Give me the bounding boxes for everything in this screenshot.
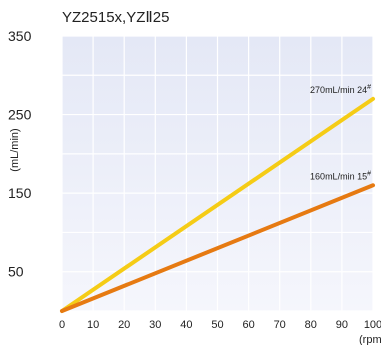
x-tick-label: 60 [242, 319, 254, 331]
y-axis-label: (mL/min) [9, 128, 21, 171]
series-labels: 270mL/min 24# 160mL/min 15# [310, 84, 371, 181]
y-tick-label: 250 [8, 107, 32, 123]
x-tick-label: 0 [59, 319, 65, 331]
x-tick-label: 70 [274, 319, 286, 331]
x-tick-label: 20 [118, 319, 130, 331]
y-tick-labels: 350 250 150 50 [8, 28, 32, 280]
x-tick-labels: 0 10 20 30 40 50 60 70 80 90 100 [59, 319, 381, 331]
y-tick-label: 50 [8, 264, 24, 280]
series-label: 270mL/min 24# [310, 84, 371, 95]
series-layer [60, 96, 375, 313]
x-tick-label: 90 [336, 319, 348, 331]
x-tick-label: 40 [180, 319, 192, 331]
x-tick-label: 100 [364, 319, 381, 331]
chart-title: YZ2515x,YZⅡ25 [62, 9, 169, 26]
x-axis-label: (rpm) [359, 334, 381, 345]
y-tick-label: 350 [8, 28, 32, 44]
x-tick-label: 30 [149, 319, 161, 331]
grid [61, 35, 374, 312]
series-line [60, 183, 375, 313]
x-tick-label: 80 [305, 319, 317, 331]
series-label: 160mL/min 15# [310, 170, 371, 181]
y-tick-label: 150 [8, 185, 32, 201]
x-tick-label: 10 [87, 319, 99, 331]
series-line [60, 96, 375, 313]
x-tick-label: 50 [211, 319, 223, 331]
